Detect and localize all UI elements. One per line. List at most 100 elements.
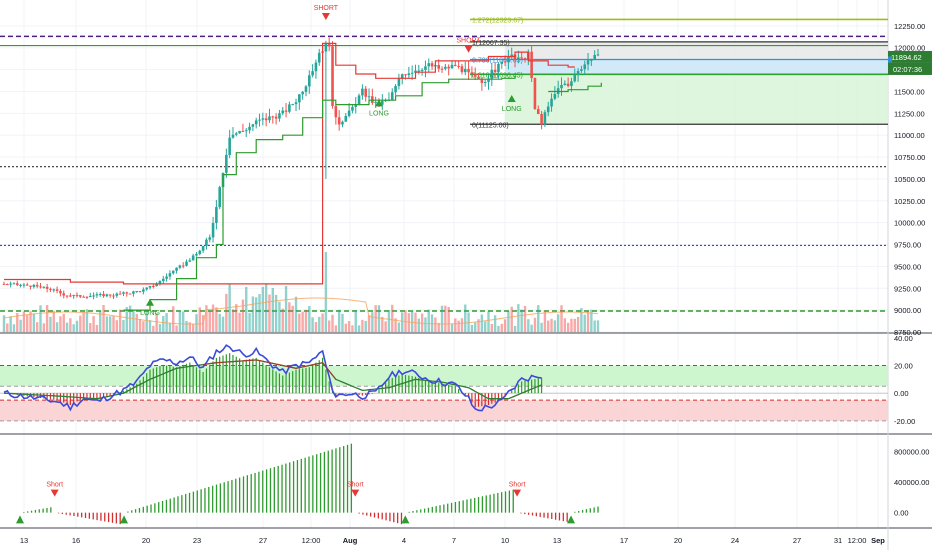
- volume-bar: [357, 325, 361, 332]
- volume-bar: [145, 310, 148, 332]
- stop-line-long-2: [548, 82, 602, 93]
- candle-body: [165, 276, 168, 279]
- volume-bar: [235, 304, 238, 332]
- volume-bar: [95, 324, 99, 332]
- candle-body: [510, 54, 514, 58]
- candle-body: [424, 66, 427, 70]
- y-axis: 12250.0012000.0011750.0011500.0011250.00…: [888, 22, 932, 518]
- candle-body: [507, 57, 510, 63]
- volume-bar: [361, 319, 364, 332]
- candle-body: [503, 61, 507, 63]
- short-signal-icon: [351, 489, 360, 497]
- y-axis-tick-label: 0.00: [894, 389, 909, 398]
- volume-bar: [410, 310, 414, 332]
- volume-bar: [304, 309, 308, 332]
- candle-body: [546, 106, 550, 113]
- candle-body: [102, 294, 105, 297]
- x-axis-tick-label: Aug: [343, 536, 358, 545]
- short-signal-icon: [321, 13, 330, 20]
- oscillator-pane: [0, 344, 888, 422]
- candle-body: [394, 86, 397, 93]
- fib-level-label: 1(12067.35): [472, 40, 510, 47]
- fib-level-label: 0.618(11696.45): [472, 72, 523, 79]
- candle-body: [65, 295, 69, 297]
- candle-body: [301, 91, 304, 95]
- volume-bar: [45, 304, 49, 332]
- volume-bar: [381, 316, 384, 332]
- y-axis-tick-label: 9000.00: [894, 306, 921, 315]
- candle-body: [473, 73, 477, 77]
- candle-body: [580, 69, 583, 71]
- x-axis-tick-label: 20: [142, 536, 150, 545]
- volume-bar: [490, 323, 494, 332]
- y-axis-tick-label: 10750.00: [894, 153, 925, 162]
- stop-line-long: [123, 75, 516, 311]
- volume-bar: [72, 324, 75, 332]
- volume-bar: [324, 252, 328, 332]
- volume-bar: [221, 316, 225, 332]
- y-axis-tick-label: -20.00: [894, 417, 915, 426]
- candle-body: [341, 121, 344, 125]
- candle-body: [590, 59, 593, 61]
- candle-body: [291, 104, 295, 106]
- candle-body: [125, 292, 129, 294]
- volume-bar: [364, 320, 367, 332]
- candle-body: [536, 108, 540, 114]
- candle-body: [374, 101, 377, 103]
- histogram-pane: Short Short Short: [16, 443, 599, 525]
- volume-bar: [464, 304, 467, 332]
- candle-body: [523, 58, 527, 60]
- volume-bar: [75, 320, 79, 332]
- candle-body: [533, 78, 537, 109]
- candle-body: [490, 69, 494, 79]
- candle-body: [347, 110, 351, 116]
- volume-bar: [29, 311, 32, 332]
- candle-body: [98, 294, 102, 296]
- candle-body: [15, 283, 19, 285]
- volume-bar: [533, 317, 537, 332]
- candle-body: [22, 284, 26, 286]
- volume-bar: [138, 318, 142, 332]
- candle-body: [211, 222, 215, 238]
- y-axis-tick-label: 400000.00: [894, 478, 929, 487]
- volume-bar: [69, 318, 72, 332]
- x-axis-tick-label: 24: [731, 536, 739, 545]
- y-axis-tick-label: 11000.00: [894, 131, 925, 140]
- candle-body: [298, 94, 301, 103]
- volume-bar: [497, 325, 500, 332]
- candle-body: [185, 261, 188, 266]
- candle-body: [566, 83, 570, 86]
- candle-body: [148, 285, 152, 288]
- candle-body: [49, 288, 52, 290]
- volume-bar: [211, 304, 215, 332]
- candle-body: [430, 63, 434, 67]
- candle-body: [85, 296, 89, 298]
- volume-bar: [65, 322, 69, 332]
- volume-bar: [596, 320, 600, 332]
- volume-bar: [284, 286, 288, 332]
- x-axis-tick-label: Sep: [871, 536, 885, 545]
- volume-bar: [52, 311, 55, 332]
- candle-body: [337, 117, 341, 125]
- candle-body: [454, 64, 457, 66]
- candle-body: [264, 118, 268, 121]
- volume-bar: [89, 323, 92, 332]
- volume-bar: [377, 305, 381, 332]
- volume-bar: [427, 309, 430, 332]
- volume-bar: [454, 318, 457, 332]
- candle-body: [444, 66, 447, 69]
- volume-bar: [450, 324, 454, 332]
- short-signal-label: Short: [347, 482, 364, 489]
- volume-bar: [155, 313, 158, 332]
- volume-bar: [35, 322, 39, 332]
- candle-body: [364, 88, 368, 97]
- volume-bar: [268, 294, 271, 332]
- x-axis-tick-label: 27: [259, 536, 267, 545]
- volume-bar: [294, 296, 298, 332]
- volume-bar: [424, 317, 427, 332]
- y-axis-tick-label: 10250.00: [894, 197, 925, 206]
- candle-body: [274, 116, 278, 119]
- candle-body: [238, 130, 241, 134]
- volume-bar: [42, 323, 46, 332]
